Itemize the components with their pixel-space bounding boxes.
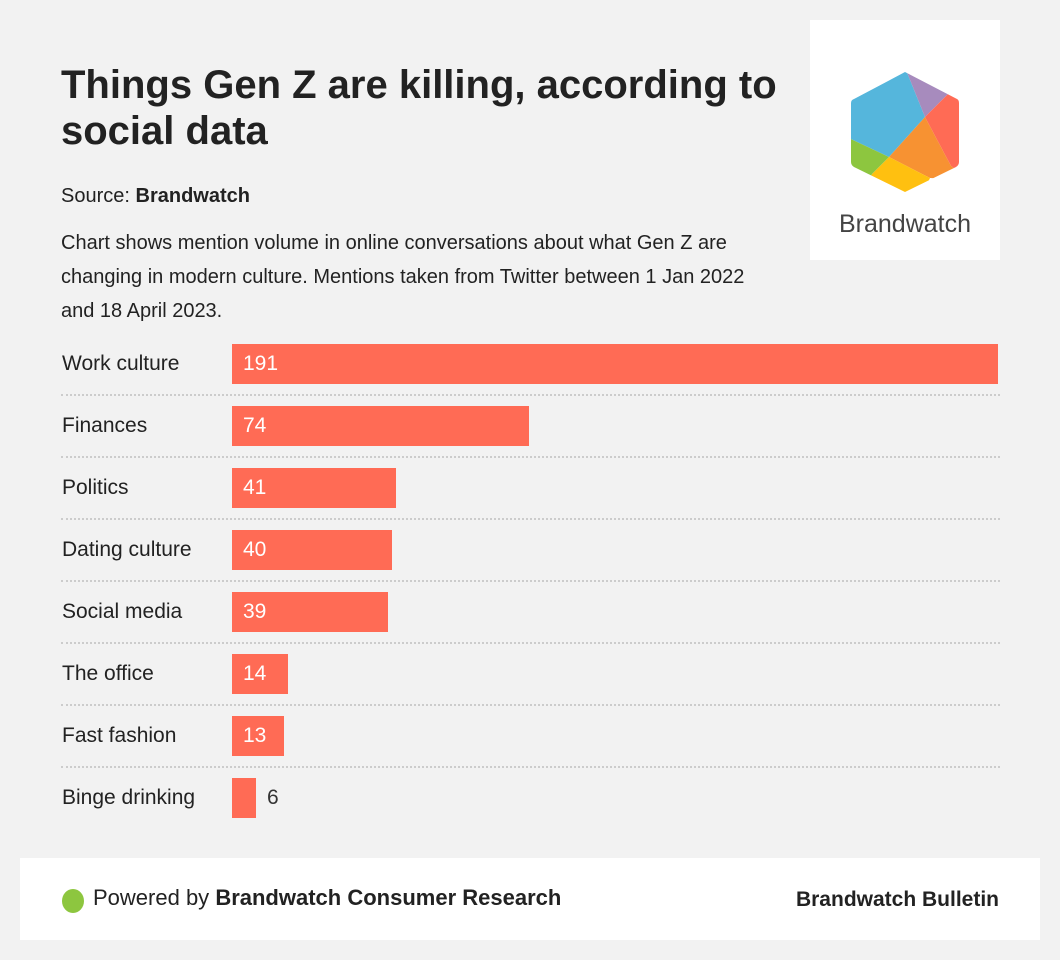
bar-row: Binge drinking 6 xyxy=(61,778,1000,840)
value-label: 191 xyxy=(243,352,279,375)
row-divider xyxy=(61,704,1000,706)
category-label: Work culture xyxy=(62,352,180,375)
source-line: Source: Brandwatch xyxy=(61,185,250,208)
category-label: The office xyxy=(62,662,154,685)
category-label: Fast fashion xyxy=(62,724,177,747)
brandwatch-bulletin: Brandwatch Bulletin xyxy=(795,888,999,911)
powered-by: Powered by Brandwatch Consumer Research xyxy=(93,883,561,913)
value-label: 39 xyxy=(243,600,267,623)
green-dot-icon xyxy=(62,889,84,913)
value-label: 74 xyxy=(243,414,267,437)
powered-name: Brandwatch Consumer Research xyxy=(215,885,562,910)
brandwatch-logo: Brandwatch xyxy=(810,20,1000,260)
category-label: Dating culture xyxy=(62,538,192,561)
category-label: Finances xyxy=(62,414,148,437)
source-label: Source: xyxy=(61,185,130,207)
bar xyxy=(232,716,284,756)
category-label: Binge drinking xyxy=(62,786,196,809)
category-label: Social media xyxy=(62,600,183,623)
source-name: Brandwatch xyxy=(135,185,250,207)
bar-row: Politics 41 xyxy=(61,468,1000,530)
bar-row: Dating culture 40 xyxy=(61,530,1000,592)
bar-row: Finances 74 xyxy=(61,406,1000,468)
value-label: 40 xyxy=(243,538,267,561)
value-label: 13 xyxy=(243,724,267,747)
hexagon-logo-icon xyxy=(851,72,959,192)
value-label: 14 xyxy=(243,662,267,685)
logo-wordmark: Brandwatch xyxy=(838,210,972,238)
bar xyxy=(232,406,529,446)
bar xyxy=(232,530,392,570)
row-divider xyxy=(61,394,1000,396)
footer: Powered by Brandwatch Consumer Research … xyxy=(20,858,1040,940)
bar-row: Fast fashion 13 xyxy=(61,716,1000,778)
row-divider xyxy=(61,766,1000,768)
row-divider xyxy=(61,642,1000,644)
row-divider xyxy=(61,580,1000,582)
powered-prefix: Powered by xyxy=(93,885,210,910)
bar xyxy=(232,592,388,632)
bar xyxy=(232,468,396,508)
bar xyxy=(232,344,998,384)
chart-description: Chart shows mention volume in online con… xyxy=(61,232,745,322)
chart-title: Things Gen Z are killing, according to s… xyxy=(61,63,777,153)
row-divider xyxy=(61,456,1000,458)
bar xyxy=(232,654,288,694)
row-divider xyxy=(61,518,1000,520)
value-label: 41 xyxy=(243,476,267,499)
bar-row: The office 14 xyxy=(61,654,1000,716)
value-label: 6 xyxy=(267,786,279,809)
bar-row: Work culture 191 xyxy=(61,344,1000,406)
bar-row: Social media 39 xyxy=(61,592,1000,654)
category-label: Politics xyxy=(62,476,129,499)
bar xyxy=(232,778,256,818)
